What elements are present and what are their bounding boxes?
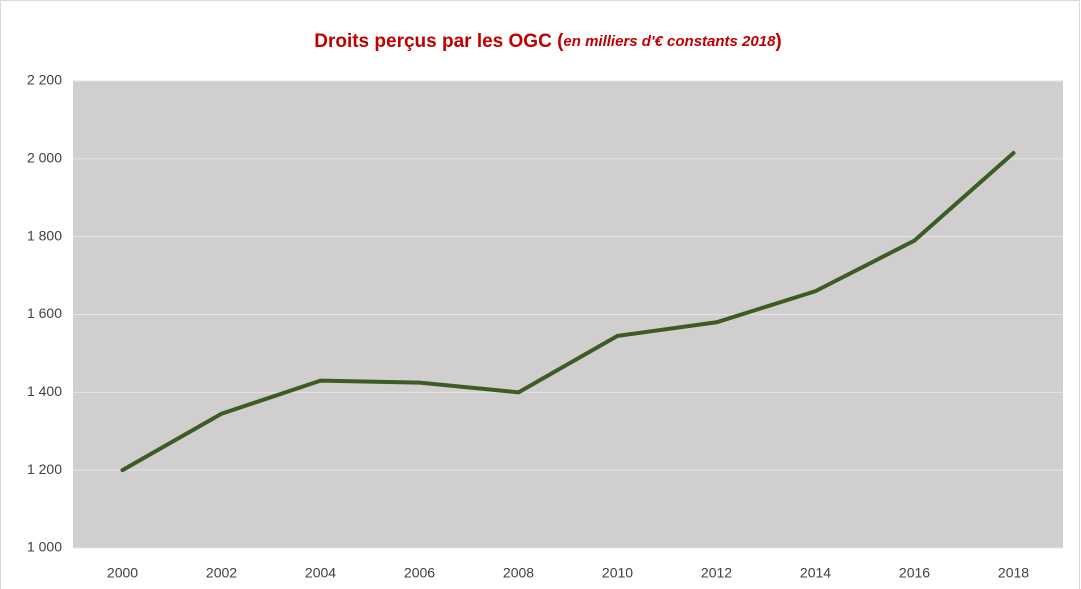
title-close: ) bbox=[775, 31, 781, 52]
data-line bbox=[120, 150, 1016, 473]
y-tick-label: 1 000 bbox=[27, 539, 62, 555]
x-tick-label: 2014 bbox=[800, 565, 831, 581]
y-tick-label: 1 600 bbox=[27, 305, 62, 321]
x-tick-label: 2010 bbox=[602, 565, 633, 581]
y-tick-label: 2 000 bbox=[27, 150, 62, 166]
x-tick-label: 2016 bbox=[899, 565, 930, 581]
y-tick-label: 1 200 bbox=[27, 461, 62, 477]
x-tick-label: 2002 bbox=[206, 565, 237, 581]
x-tick-label: 2006 bbox=[404, 565, 435, 581]
x-tick-label: 2012 bbox=[701, 565, 732, 581]
title-main: Droits perçus par les OGC ( bbox=[314, 31, 564, 52]
title-unit: en milliers d'€ constants 2018 bbox=[563, 33, 776, 50]
y-tick-label: 1 400 bbox=[27, 383, 62, 399]
x-tick-label: 2008 bbox=[503, 565, 534, 581]
y-tick-label: 1 800 bbox=[27, 227, 62, 243]
x-tick-label: 2018 bbox=[998, 565, 1029, 581]
chart-title: Droits perçus par les OGC (en milliers d… bbox=[314, 31, 782, 52]
x-tick-label: 2004 bbox=[305, 565, 336, 581]
y-tick-label: 2 200 bbox=[27, 72, 62, 88]
x-tick-label: 2000 bbox=[107, 565, 138, 581]
